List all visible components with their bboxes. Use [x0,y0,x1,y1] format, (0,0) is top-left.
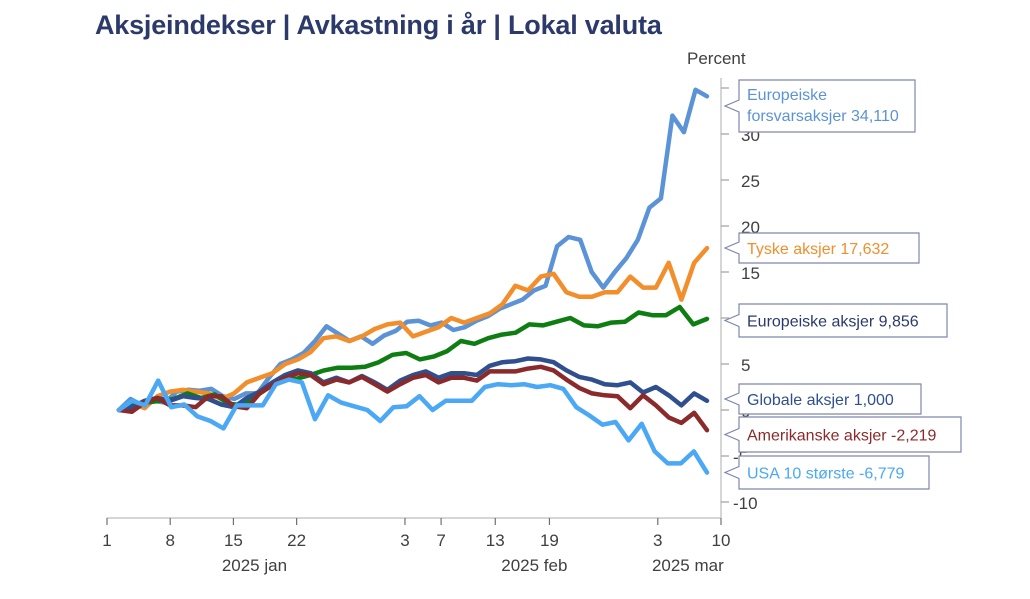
x-tick-label: 10 [712,531,731,550]
x-tick-label: 22 [287,531,306,550]
x-tick-label: 3 [400,531,409,550]
callout-label: Europeiske aksjer 9,856 [747,314,919,331]
callout-box [723,383,922,415]
callout-box [723,303,948,338]
callout-europeiske-forsvarsaksjer: Europeiske forsvarsaksjer 34,110 [723,79,916,133]
callout-label: forsvarsaksjer 34,110 [747,108,899,125]
y-axis-unit-label: Percent [687,49,746,68]
x-tick-label: 8 [165,531,174,550]
y-tick-label: -10 [733,494,758,513]
callout-usa-10-største: USA 10 største -6,779 [723,455,930,490]
series-line-europeiske-forsvarsaksjer [116,87,710,413]
x-tick-label: 1 [102,531,111,550]
x-tick-label: 13 [486,531,505,550]
y-tick-label: 5 [741,356,750,375]
callout-label: Europeiske [747,87,827,104]
callout-amerikanske-aksjer: Amerikanske aksjer -2,219 [723,416,962,453]
x-tick-label: 3 [653,531,662,550]
x-tick-label: 15 [224,531,243,550]
x-month-label: 2025 jan [222,556,287,575]
callout-box [723,232,920,264]
series-line-amerikanske-aksjer [116,364,710,433]
callout-label: USA 10 største -6,779 [747,466,905,483]
chart-title: Aksjeindekser | Avkastning i år | Lokal … [95,10,662,40]
x-month-label: 2025 feb [501,556,567,575]
x-tick-label: 19 [540,531,559,550]
callout-globale-aksjer: Globale aksjer 1,000 [723,383,922,415]
x-tick-label: 7 [436,531,445,550]
y-tick-label: 20 [741,218,760,237]
callout-label: Amerikanske aksjer -2,219 [747,428,937,445]
callout-tyske-aksjer: Tyske aksjer 17,632 [723,232,920,264]
callout-label: Globale aksjer 1,000 [747,392,894,409]
series-callouts: Europeiske forsvarsaksjer 34,110 Tyske aks… [723,79,962,490]
y-tick-label: 15 [741,264,760,283]
callout-label: Tyske aksjer 17,632 [747,241,889,258]
series-line-usa-10-største [116,377,710,475]
y-tick-label: 25 [741,172,760,191]
series-line-globale-aksjer [116,356,710,413]
callout-box [723,79,916,133]
x-month-label: 2025 mar [652,556,724,575]
axes: -10-50510152025301815223713193102025 jan… [102,78,760,575]
callout-box [723,455,930,490]
series-lines [116,87,710,475]
callout-box [723,416,962,453]
callout-europeiske-aksjer: Europeiske aksjer 9,856 [723,303,948,338]
